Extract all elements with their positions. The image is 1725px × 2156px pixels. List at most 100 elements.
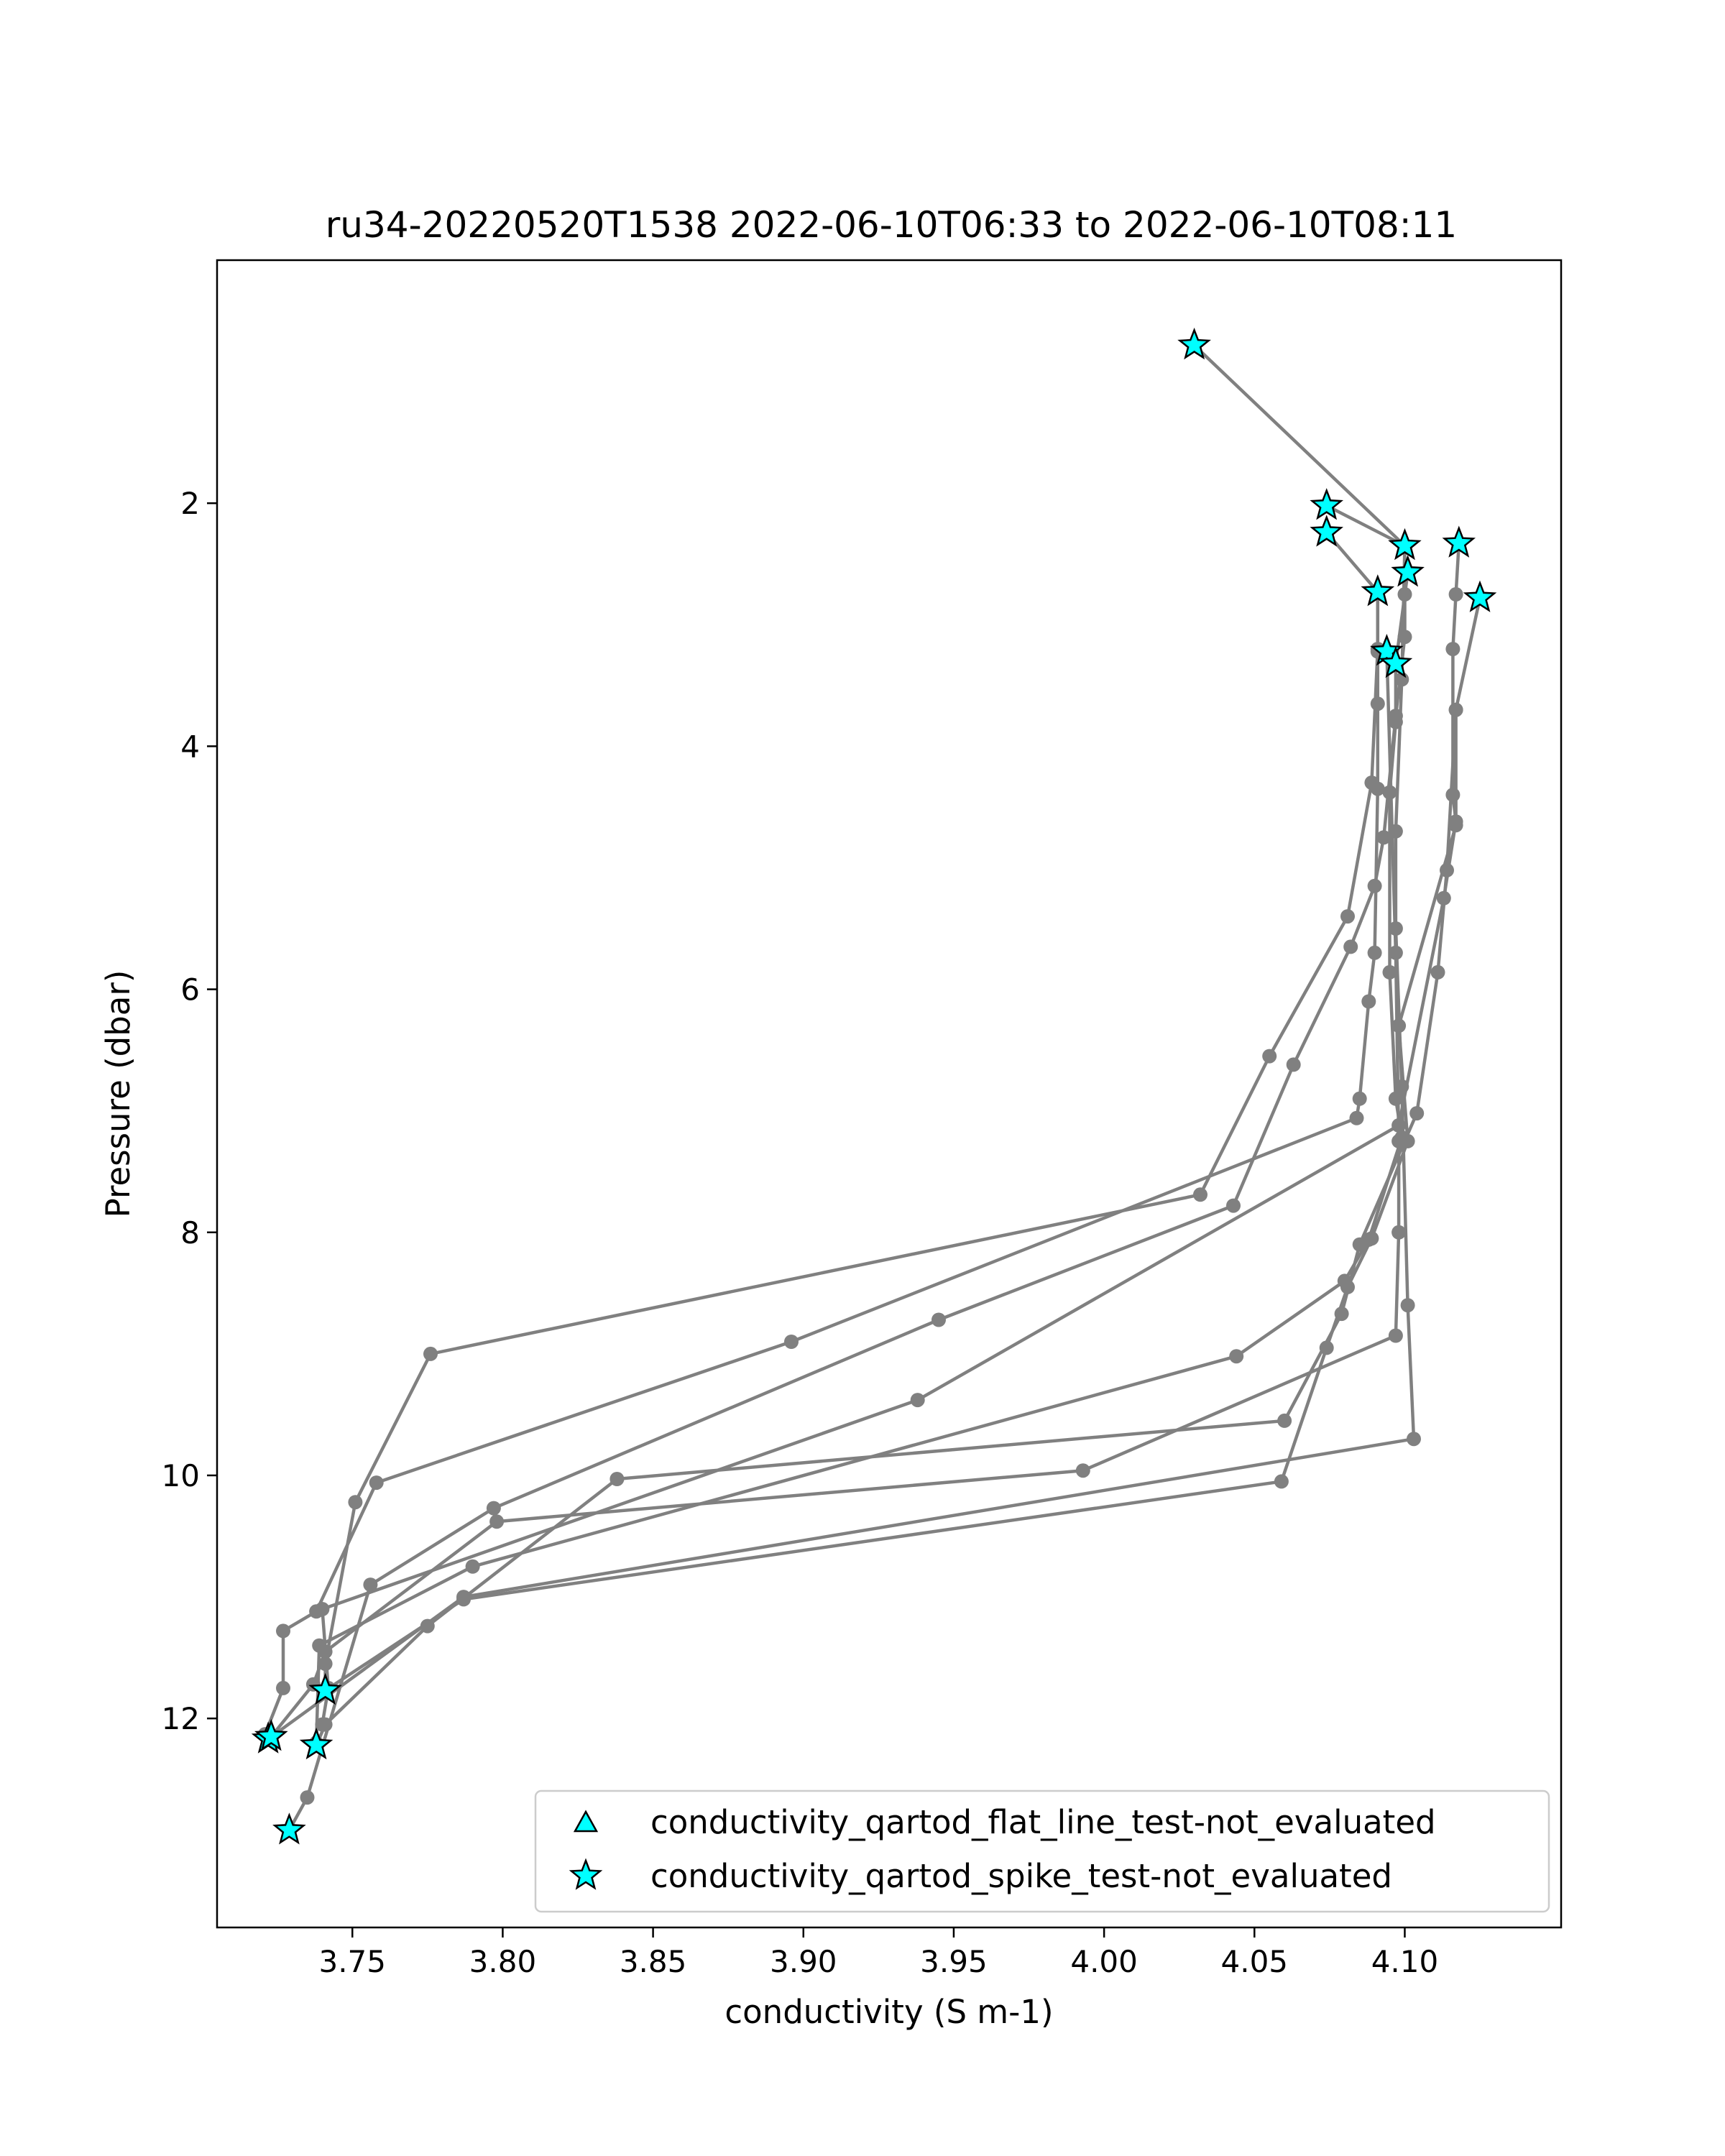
data-point xyxy=(363,1577,378,1593)
series-line xyxy=(324,709,1458,1692)
x-axis: 3.75 3.80 3.85 3.90 3.95 4.00 4.05 4.10 xyxy=(318,1927,1438,1979)
x-axis-label: conductivity (S m-1) xyxy=(724,1993,1053,2031)
y-tick-label: 12 xyxy=(162,1701,200,1736)
data-point xyxy=(910,1393,925,1408)
data-point xyxy=(1277,1413,1292,1428)
data-point xyxy=(1407,1432,1421,1447)
x-tick-label: 3.90 xyxy=(770,1944,837,1979)
data-point xyxy=(932,1312,946,1327)
y-axis: 2 4 6 8 10 12 xyxy=(162,486,217,1736)
data-point xyxy=(1388,714,1403,729)
x-tick-label: 3.85 xyxy=(620,1944,687,1979)
flagged-point-star xyxy=(1310,488,1343,520)
flagged-point-star xyxy=(272,1812,306,1845)
flagged-point-star xyxy=(1310,515,1343,547)
flagged-point-star xyxy=(1177,327,1211,360)
data-point xyxy=(1448,818,1463,833)
data-point xyxy=(1392,1018,1407,1033)
flagged-markers-layer xyxy=(251,327,1497,1845)
data-point xyxy=(1340,1279,1355,1294)
y-tick-label: 8 xyxy=(180,1215,200,1250)
data-point xyxy=(1226,1198,1241,1213)
data-point xyxy=(1436,890,1451,906)
data-point xyxy=(1361,994,1376,1009)
data-point xyxy=(309,1604,324,1619)
x-tick-label: 4.00 xyxy=(1070,1944,1138,1979)
data-point xyxy=(1448,702,1463,717)
data-point xyxy=(1370,781,1385,796)
star-icon xyxy=(569,1858,603,1890)
data-point xyxy=(1388,945,1403,960)
flagged-point-star xyxy=(1442,525,1476,558)
x-tick-label: 4.10 xyxy=(1371,1944,1439,1979)
data-point xyxy=(1445,642,1460,657)
data-point xyxy=(1400,1298,1415,1313)
flagged-point-star xyxy=(1391,555,1425,587)
legend-box xyxy=(534,1789,1550,1913)
y-tick-label: 4 xyxy=(180,729,200,764)
data-point xyxy=(1400,1133,1415,1148)
flagged-point-star xyxy=(254,1719,288,1751)
data-point xyxy=(1448,587,1463,602)
data-point xyxy=(1340,909,1355,924)
legend-label-spike: conductivity_qartod_spike_test-not_evalu… xyxy=(650,1857,1392,1895)
x-tick-label: 3.80 xyxy=(469,1944,537,1979)
data-point xyxy=(276,1623,290,1639)
data-point xyxy=(1445,788,1460,802)
data-point xyxy=(1349,1110,1364,1125)
data-point xyxy=(369,1475,384,1491)
data-point xyxy=(456,1592,471,1607)
flagged-point-star xyxy=(1463,580,1497,612)
data-point xyxy=(1376,830,1392,845)
flagged-point-star xyxy=(1379,645,1413,678)
data-point xyxy=(1430,964,1445,980)
legend: conductivity_qartod_flat_line_test-not_e… xyxy=(534,1789,1550,1913)
data-point xyxy=(784,1335,799,1349)
flagged-point-star xyxy=(1388,528,1422,561)
data-point xyxy=(1286,1057,1301,1072)
y-axis-label: Pressure (dbar) xyxy=(99,970,137,1218)
data-point xyxy=(1352,1091,1367,1106)
data-point xyxy=(486,1501,501,1516)
plot-area xyxy=(217,260,1561,1927)
data-point xyxy=(1367,945,1382,960)
x-tick-label: 3.95 xyxy=(920,1944,988,1979)
data-point xyxy=(1370,696,1385,711)
data-point xyxy=(1388,1328,1403,1343)
data-point xyxy=(1382,964,1397,980)
data-point xyxy=(1262,1049,1277,1064)
data-point xyxy=(315,1717,330,1732)
data-point xyxy=(1075,1463,1090,1478)
data-point xyxy=(318,1644,333,1659)
flagged-point-star xyxy=(308,1672,342,1705)
data-point xyxy=(465,1559,480,1574)
x-tick-label: 4.05 xyxy=(1221,1944,1289,1979)
series-layer xyxy=(257,338,1487,1838)
y-tick-label: 2 xyxy=(180,486,200,521)
data-point xyxy=(348,1495,363,1510)
legend-label-flat-line: conductivity_qartod_flat_line_test-not_e… xyxy=(650,1803,1436,1841)
data-point xyxy=(1392,1225,1407,1240)
data-point xyxy=(610,1472,625,1486)
data-point xyxy=(300,1790,315,1805)
data-point xyxy=(1388,1091,1403,1106)
series-9 xyxy=(318,702,1463,1698)
triangle-icon xyxy=(573,1810,599,1833)
plot-frame xyxy=(216,259,1563,1929)
series-7 xyxy=(257,584,1385,1742)
data-point xyxy=(1409,1106,1425,1121)
data-point xyxy=(1274,1474,1289,1489)
data-point xyxy=(276,1680,290,1695)
y-tick-label: 6 xyxy=(180,972,200,1008)
x-tick-label: 3.75 xyxy=(318,1944,386,1979)
flagged-point-star xyxy=(299,1727,334,1760)
data-point xyxy=(489,1514,505,1529)
data-point xyxy=(423,1346,438,1361)
chart-title: ru34-20220520T1538 2022-06-10T06:33 to 2… xyxy=(326,204,1458,246)
data-point xyxy=(1319,1340,1334,1355)
data-point xyxy=(1343,939,1358,954)
flagged-point-star xyxy=(1361,574,1395,607)
y-tick-label: 10 xyxy=(162,1458,200,1493)
data-point xyxy=(1364,1231,1379,1246)
